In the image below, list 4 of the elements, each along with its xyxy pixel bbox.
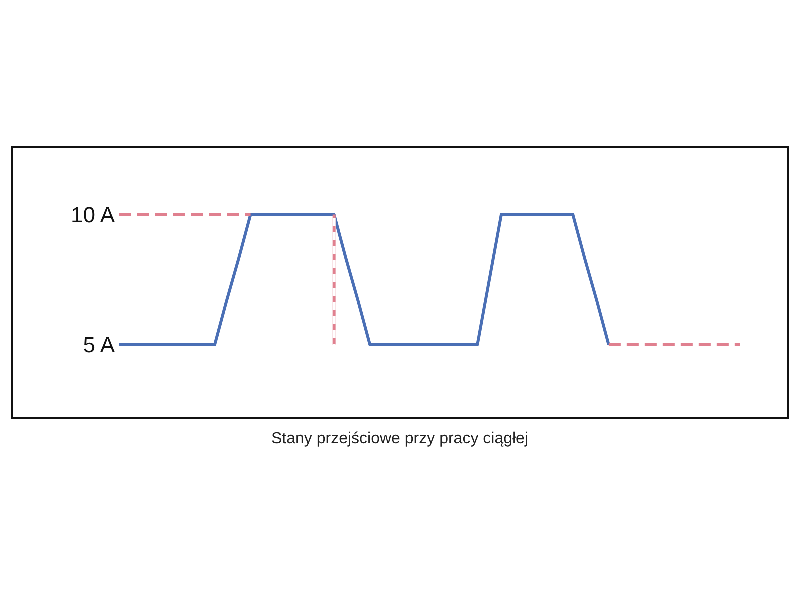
line-series [118, 213, 610, 347]
y-tick-label: 5 A [83, 332, 116, 358]
text: Stany przejściowe przy pracy ciągłej [272, 430, 528, 448]
y-tick-label: 10 A [70, 202, 116, 228]
